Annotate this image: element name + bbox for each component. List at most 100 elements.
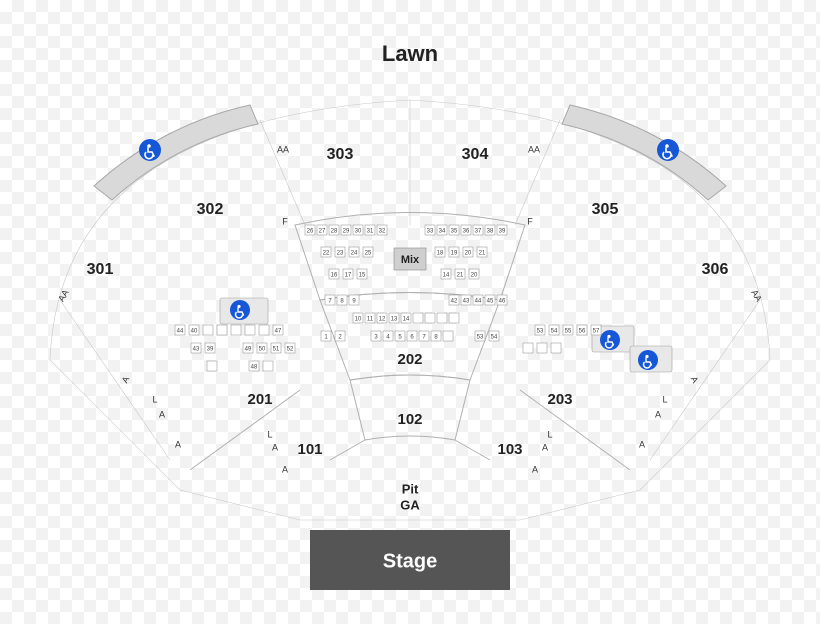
section-302[interactable]: 302	[197, 201, 224, 218]
seat-number: 33	[427, 229, 434, 235]
svg-text:A: A	[120, 375, 132, 385]
seat[interactable]	[203, 325, 213, 335]
section-303[interactable]: 303	[327, 146, 354, 163]
seat-number: 14	[403, 317, 410, 323]
svg-text:AA: AA	[277, 144, 289, 154]
svg-text:A: A	[175, 439, 181, 449]
pit-section[interactable]: Pit GA	[400, 481, 420, 512]
lawn-title: Lawn	[382, 41, 438, 66]
sections-lower: 101 102 103	[297, 411, 522, 458]
svg-text:AA: AA	[528, 144, 540, 154]
seat-number: 29	[343, 229, 350, 235]
seat-number: 25	[365, 251, 372, 257]
section-103[interactable]: 103	[497, 441, 522, 458]
seat[interactable]	[443, 331, 453, 341]
svg-text:Stage: Stage	[383, 550, 437, 572]
svg-text:F: F	[527, 216, 533, 226]
svg-text:L: L	[662, 394, 667, 404]
wheelchair-icon	[139, 139, 161, 161]
section-102[interactable]: 102	[397, 411, 422, 428]
seat-number: 44	[177, 329, 184, 335]
svg-text:A: A	[532, 464, 538, 474]
wheelchair-icon	[230, 300, 250, 320]
seat-number: 53	[537, 329, 544, 335]
seat-number: 32	[379, 229, 386, 235]
seat-number: 22	[323, 251, 330, 257]
wheelchair-icon	[657, 139, 679, 161]
seat-number: 45	[487, 299, 494, 305]
wheelchair-icon	[600, 330, 620, 350]
seat-number: 43	[193, 347, 200, 353]
seat-number: 16	[331, 273, 338, 279]
svg-text:L: L	[547, 429, 552, 439]
seat-number: 35	[451, 229, 458, 235]
seat-number: 14	[443, 273, 450, 279]
seat-number: 42	[451, 299, 458, 305]
seat-number: 36	[463, 229, 470, 235]
seat[interactable]	[537, 343, 547, 353]
section-201[interactable]: 201	[247, 391, 272, 408]
section-301[interactable]: 301	[87, 261, 114, 278]
seat-number: 43	[463, 299, 470, 305]
seat-number: 49	[245, 347, 252, 353]
mix-booth[interactable]: Mix	[394, 248, 426, 270]
section-202[interactable]: 202	[397, 351, 422, 368]
seat-number: 56	[579, 329, 586, 335]
seat-number: 17	[345, 273, 352, 279]
seat[interactable]	[231, 325, 241, 335]
seat-number: 47	[275, 329, 282, 335]
svg-text:A: A	[542, 442, 548, 452]
seat-number: 55	[565, 329, 572, 335]
sections-mid: 201 202 203	[247, 351, 572, 408]
seat[interactable]	[425, 313, 435, 323]
svg-text:GA: GA	[400, 497, 420, 512]
seat-number: 39	[207, 347, 214, 353]
seat-number: 10	[355, 317, 362, 323]
seat-number: 19	[451, 251, 458, 257]
seat-number: 50	[259, 347, 266, 353]
seat[interactable]	[449, 313, 459, 323]
svg-text:L: L	[152, 394, 157, 404]
seat-number: 54	[551, 329, 558, 335]
seat-number: 46	[499, 299, 506, 305]
seat[interactable]	[245, 325, 255, 335]
seat-number: 13	[391, 317, 398, 323]
seat-number: 27	[319, 229, 326, 235]
svg-text:Mix: Mix	[401, 254, 420, 266]
section-203[interactable]: 203	[547, 391, 572, 408]
seat[interactable]	[551, 343, 561, 353]
seat[interactable]	[437, 313, 447, 323]
seat-number: 12	[379, 317, 386, 323]
seat-number: 30	[355, 229, 362, 235]
seat-number: 44	[475, 299, 482, 305]
section-306[interactable]: 306	[702, 261, 729, 278]
seat-number: 51	[273, 347, 280, 353]
seat[interactable]	[413, 313, 423, 323]
seat[interactable]	[259, 325, 269, 335]
svg-text:A: A	[272, 442, 278, 452]
seat-number: 20	[471, 273, 478, 279]
svg-text:A: A	[639, 439, 645, 449]
svg-text:Pit: Pit	[402, 481, 419, 496]
seat[interactable]	[263, 361, 273, 371]
seat-number: 24	[351, 251, 358, 257]
seat-number: 11	[367, 317, 374, 323]
section-101[interactable]: 101	[297, 441, 322, 458]
seat-number: 57	[593, 329, 600, 335]
seat-number: 15	[359, 273, 366, 279]
seat-number: 28	[331, 229, 338, 235]
svg-text:A: A	[282, 464, 288, 474]
wheelchair-icon	[638, 350, 658, 370]
seat-number: 40	[191, 329, 198, 335]
section-304[interactable]: 304	[462, 146, 489, 163]
svg-text:F: F	[282, 216, 288, 226]
seat[interactable]	[207, 361, 217, 371]
seat-number: 18	[437, 251, 444, 257]
seat[interactable]	[523, 343, 533, 353]
seat-number: 53	[477, 335, 484, 341]
seat[interactable]	[217, 325, 227, 335]
seat-number: 21	[457, 273, 464, 279]
section-305[interactable]: 305	[592, 201, 619, 218]
seat-number: 54	[491, 335, 498, 341]
seat-number: 38	[487, 229, 494, 235]
